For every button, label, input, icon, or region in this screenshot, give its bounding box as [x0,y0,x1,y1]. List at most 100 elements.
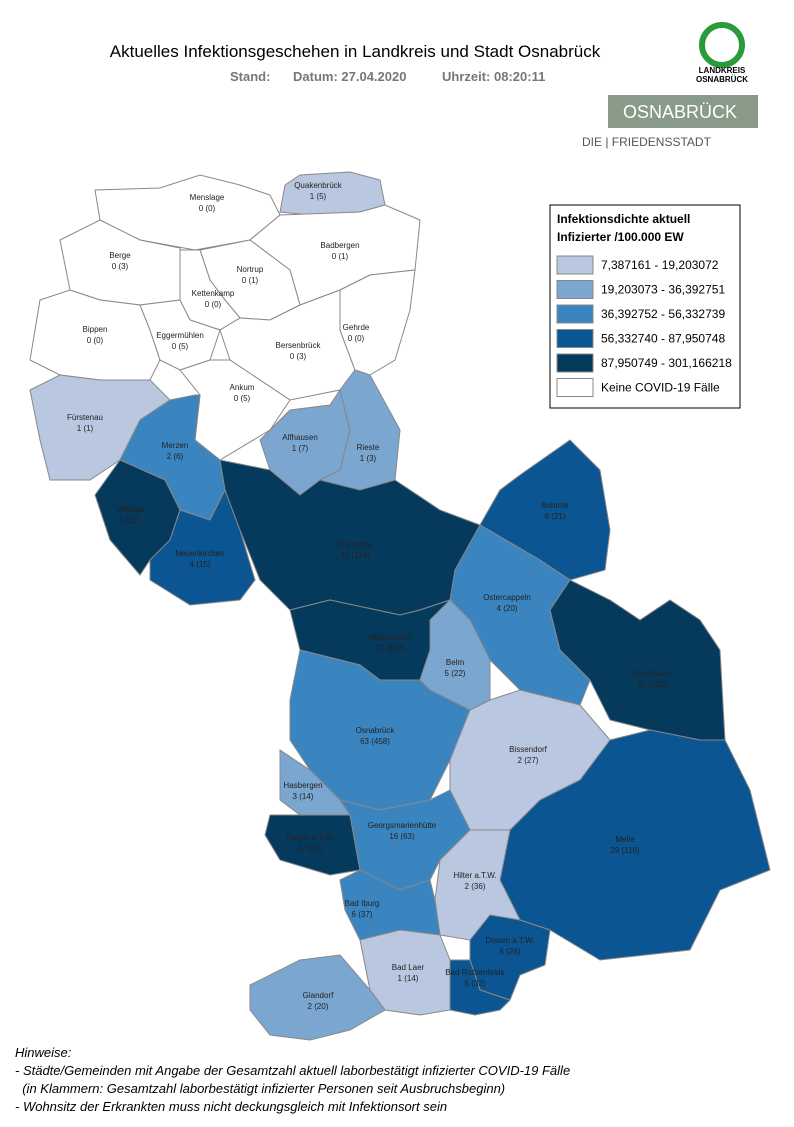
region [339,269,416,376]
region-count: 27 (102) [375,644,405,653]
uhrzeit: Uhrzeit: 08:20:11 [442,69,545,84]
region [469,914,551,1001]
region-count: 63 (458) [360,737,390,746]
legend-label: 87,950749 - 301,166218 [601,356,732,370]
region-count: 0 (3) [112,262,129,271]
region-name: Nortrup [237,265,264,274]
region-count: 0 (0) [199,204,216,213]
region-name: Bramsche [337,540,374,549]
legend-label: 7,387161 - 19,203072 [601,258,719,272]
region-name: Bad Rothenfelde [445,968,505,977]
legend-swatch [556,353,594,373]
legend-swatch [556,378,594,397]
region-count: 0 (1) [332,252,349,261]
region [149,488,256,606]
region-count: 2 (20) [308,1002,329,1011]
region [249,954,386,1041]
region-name: Melle [615,835,635,844]
region [549,579,726,741]
region [449,959,511,1016]
region-name: Bad Iburg [345,899,380,908]
region-name: Dissen a.T.W. [486,936,535,945]
stand: Stand: [230,69,270,84]
legend-swatch [556,280,594,299]
legend-label: 19,203073 - 36,392751 [601,283,725,297]
region-name: Hagen a.T.W. [286,833,334,842]
map: Menslage 0 (0) Quakenbrück 1 (5) Berge 0 (3) B… [29,171,771,1041]
region-name: Bad Laer [392,963,425,972]
region-name: Badbergen [320,241,359,250]
region-count: 1 (5) [310,192,327,201]
region-name: Neuenkirchen [175,549,224,558]
region-name: Fürstenau [67,413,103,422]
motto: DIE | FRIEDENSSTADT [582,135,712,149]
region-name: Hilter a.T.W. [453,871,496,880]
notes-heading: Hinweise: [15,1045,72,1060]
region-count: 4 (15) [190,560,211,569]
note: (in Klammern: Gesamtzahl laborbestätigt … [15,1081,505,1096]
region-name: Alfhausen [282,433,318,442]
region-name: Hasbergen [283,781,322,790]
region-count: 5 (11) [120,516,141,525]
region-count: 1 (7) [292,444,309,453]
region-name: Bohmte [541,501,569,510]
logo-line1: LANDKREIS [699,66,746,75]
region-name: Osnabrück [356,726,396,735]
region-count: 6 (37) [352,910,373,919]
city-box [608,95,758,128]
region-count: 2 (6) [167,452,184,461]
datum: Datum: 27.04.2020 [293,69,406,84]
region-name: Bippen [83,325,108,334]
region-name: Merzen [162,441,189,450]
region-count: 2 (27) [518,756,539,765]
region-name: Wallenhorst [369,633,412,642]
region [264,814,361,876]
region-count: 0 (0) [348,334,365,343]
logo-ring [699,22,745,68]
region-name: Berge [109,251,131,260]
region-name: Bad Essen [633,669,672,678]
legend-swatch [556,329,594,348]
title: Aktuelles Infektionsgeschehen in Landkre… [110,42,601,61]
region-count: 5 (22) [445,669,466,678]
region-name: Quakenbrück [294,181,343,190]
city-name: OSNABRÜCK [623,102,737,122]
region-count: 4 (20) [497,604,518,613]
region-name: Gehrde [343,323,370,332]
legend-swatch [556,255,594,275]
region-count: 47 (102) [637,680,667,689]
notes: Hinweise: - Städte/Gemeinden mit Angabe … [15,1045,570,1114]
legend-title: Infizierter /100.000 EW [557,230,684,244]
note: - Wohnsitz der Erkrankten muss nicht dec… [15,1099,447,1114]
region-name: Kettenkamp [192,289,235,298]
region-count: 1 (3) [360,454,377,463]
region-count: 5 (32) [465,979,486,988]
region-name: Belm [446,658,465,667]
region-count: 0 (3) [290,352,307,361]
region-name: Menslage [190,193,225,202]
region-count: 6 (28) [500,947,521,956]
region-name: Ostercappeln [483,593,531,602]
region-count: 0 (5) [172,342,189,351]
legend-label: 56,332740 - 87,950748 [601,332,725,346]
legend-title: Infektionsdichte aktuell [557,212,690,226]
region-name: Ankum [230,383,255,392]
legend-items: 7,387161 - 19,203072 19,203073 - 36,39275… [556,255,732,397]
region-count: 0 (5) [234,394,251,403]
region-name: Bersenbrück [276,341,322,350]
region-count: 29 (116) [610,846,640,855]
region-count: 8 (21) [545,512,566,521]
region-count: 2 (36) [465,882,486,891]
region-name: Rieste [357,443,380,452]
region-count: 0 (0) [205,300,222,309]
note: - Städte/Gemeinden mit Angabe der Gesamt… [15,1063,570,1078]
region-name: Georgsmarienhütte [368,821,437,830]
region-name: Eggermühlen [156,331,204,340]
region-count: 16 (63) [389,832,415,841]
logo-line2: OSNABRÜCK [696,75,748,84]
legend-label: 36,392752 - 56,332739 [601,307,725,321]
region [339,869,441,941]
region [279,171,386,216]
legend-swatch [556,304,594,324]
